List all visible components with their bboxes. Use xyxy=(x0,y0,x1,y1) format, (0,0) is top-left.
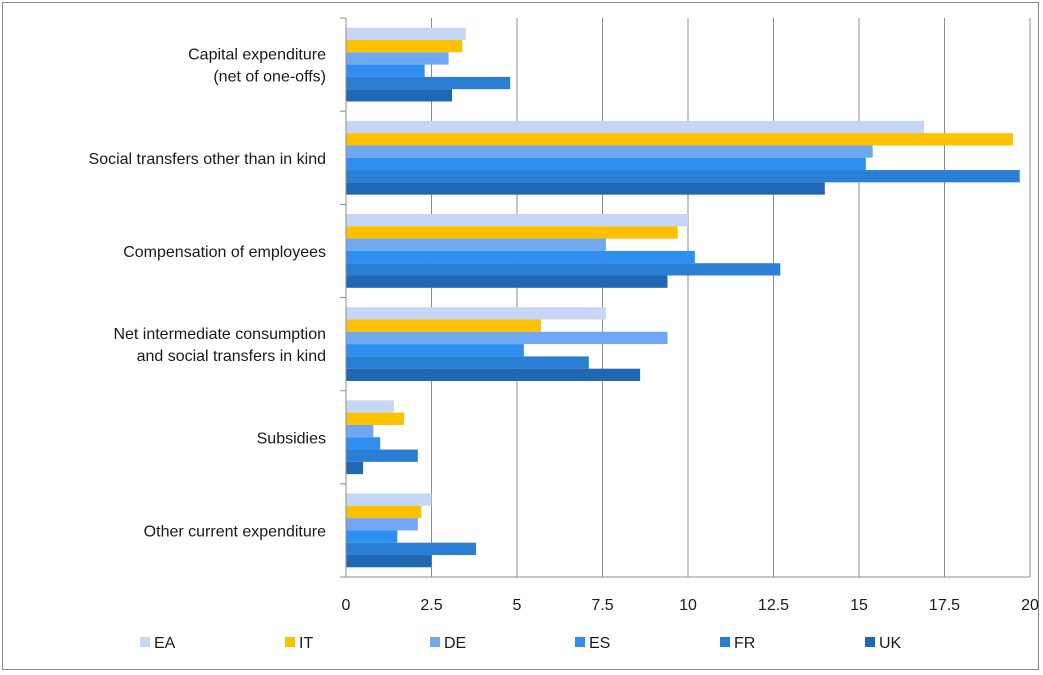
bar-fr xyxy=(346,263,781,276)
bar-it xyxy=(346,505,422,519)
bar-uk xyxy=(346,182,825,195)
category-label: Net intermediate consumption xyxy=(113,326,326,343)
category-label: Subsidies xyxy=(257,430,326,447)
bar-ea xyxy=(346,307,606,320)
legend-swatch-it xyxy=(285,637,295,647)
bar-de xyxy=(346,424,374,438)
bar-de xyxy=(346,52,449,65)
bar-it xyxy=(346,412,405,425)
bar-ea xyxy=(346,120,924,134)
bar-ea xyxy=(346,400,394,413)
legend: EA IT DE ES FR UK xyxy=(140,635,902,652)
axes xyxy=(340,17,1030,578)
x-tick-label: 2.5 xyxy=(420,597,442,614)
tick-labels: 0 2.5 5 7.5 10 12.5 15 17.5 20 xyxy=(342,597,1039,614)
legend-swatch-de xyxy=(430,637,440,647)
x-tick-label: 7.5 xyxy=(591,597,613,614)
bar-fr xyxy=(346,170,1020,183)
x-tick-label: 20 xyxy=(1021,597,1039,614)
category-label: Compensation of employees xyxy=(123,244,326,261)
legend-label-it: IT xyxy=(299,635,313,652)
category-label: and social transfers in kind xyxy=(137,348,326,365)
bar-fr xyxy=(346,76,511,90)
x-tick-label: 10 xyxy=(679,597,697,614)
gridlines xyxy=(431,18,1031,577)
bar-fr xyxy=(346,356,589,369)
bar-it xyxy=(346,319,541,332)
legend-swatch-uk xyxy=(865,637,875,647)
x-tick-label: 5 xyxy=(513,597,522,614)
bar-uk xyxy=(346,89,453,102)
bar-it xyxy=(346,226,678,239)
bar-es xyxy=(346,64,425,77)
category-label: Social transfers other than in kind xyxy=(89,151,326,168)
legend-swatch-ea xyxy=(140,637,150,647)
legend-swatch-es xyxy=(575,637,585,647)
bar-ea xyxy=(346,27,466,40)
bar-it xyxy=(346,133,1013,146)
x-tick-label: 17.5 xyxy=(929,597,960,614)
bar-ea xyxy=(346,214,688,227)
bar-fr xyxy=(346,449,418,462)
bar-de xyxy=(346,145,873,158)
bar-de xyxy=(346,331,668,345)
bar-es xyxy=(346,250,695,264)
bars xyxy=(346,27,1020,568)
legend-label-fr: FR xyxy=(734,635,755,652)
category-label: (net of one-offs) xyxy=(213,69,326,86)
bar-de xyxy=(346,518,418,531)
bar-es xyxy=(346,530,398,543)
legend-label-de: DE xyxy=(444,635,466,652)
bar-fr xyxy=(346,542,476,556)
legend-label-es: ES xyxy=(589,635,610,652)
legend-label-ea: EA xyxy=(154,635,176,652)
bar-it xyxy=(346,39,463,53)
bar-es xyxy=(346,344,524,357)
category-label: Capital expenditure xyxy=(188,47,326,64)
bar-uk xyxy=(346,461,364,475)
bar-uk xyxy=(346,368,641,381)
x-tick-label: 15 xyxy=(850,597,868,614)
bar-uk xyxy=(346,555,432,568)
bar-de xyxy=(346,238,606,251)
category-labels: Capital expenditure (net of one-offs) Soci… xyxy=(89,47,327,541)
category-label: Other current expenditure xyxy=(144,523,326,540)
x-tick-label: 0 xyxy=(342,597,351,614)
legend-swatch-fr xyxy=(720,637,730,647)
bar-es xyxy=(346,157,866,171)
legend-label-uk: UK xyxy=(879,635,902,652)
x-tick-label: 12.5 xyxy=(758,597,789,614)
bar-ea xyxy=(346,493,432,506)
bar-es xyxy=(346,437,381,450)
bar-uk xyxy=(346,275,668,288)
